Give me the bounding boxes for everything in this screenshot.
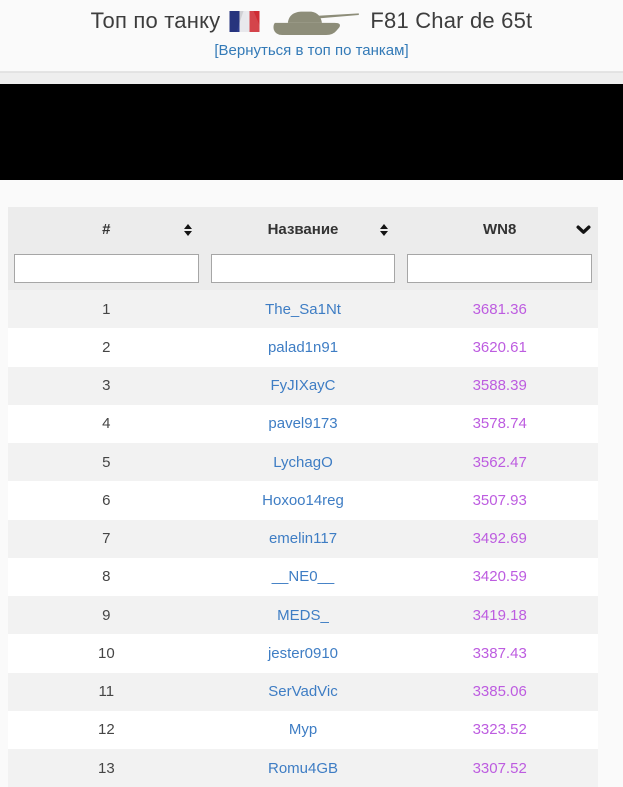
name-cell: FyJIXayC [205,377,402,394]
player-name-link[interactable]: __NE0__ [271,568,335,586]
france-flag-icon [229,10,260,32]
name-cell: MEDS_ [205,607,402,624]
wn8-cell: 3507.93 [472,491,527,509]
rank-cell: 2 [102,338,111,356]
ad-banner [0,84,623,180]
table-filter-row [8,252,598,290]
name-cell: Hoxoo14reg [205,492,402,509]
player-name-link[interactable]: LychagO [273,453,333,471]
name-cell: __NE0__ [205,568,402,585]
table-row: 1 The_Sa1Nt 3681.36 [8,290,598,329]
table-row: 12 Myp 3323.52 [8,710,598,749]
rank-cell: 10 [97,644,115,662]
name-cell: emelin117 [205,530,402,547]
rank-cell: 11 [98,683,115,701]
player-name-link[interactable]: SerVadVic [268,683,338,701]
rank-cell: 4 [102,415,111,433]
wn8-cell: 3588.39 [472,377,527,395]
rank-filter-input[interactable] [14,253,199,283]
wn8-cell: 3385.06 [472,683,527,701]
wn8-cell: 3420.59 [472,568,527,586]
table-body: 1 The_Sa1Nt 3681.36 2 palad1n91 3620.61 … [8,290,598,787]
table-row: 4 pavel9173 3578.74 [8,404,598,443]
name-cell: SerVadVic [205,683,402,700]
name-cell: Romu4GB [205,760,402,777]
sort-both-icon[interactable] [380,223,389,236]
column-header-wn8[interactable]: WN8 [401,207,598,252]
column-label: # [102,221,111,238]
wn8-cell: 3307.52 [472,759,527,777]
player-name-link[interactable]: pavel9173 [268,415,338,433]
table-row: 9 MEDS_ 3419.18 [8,596,598,635]
wn8-cell: 3620.61 [472,338,527,356]
player-name-link[interactable]: Hoxoo14reg [262,491,344,509]
name-cell: jester0910 [205,645,402,662]
table-row: 11 SerVadVic 3385.06 [8,672,598,711]
name-filter-input[interactable] [210,253,396,283]
page-header: Топ по танку F81 Char de 65t [Вернуться … [0,0,623,72]
wn8-cell: 3681.36 [472,300,527,318]
player-name-link[interactable]: Myp [288,721,318,739]
table-header-row: # Название WN8 [8,207,598,252]
table-row: 7 emelin117 3492.69 [8,519,598,558]
table-row: 2 palad1n91 3620.61 [8,328,598,367]
rank-cell: 3 [102,377,111,395]
wn8-cell: 3492.69 [472,530,527,548]
rank-cell: 6 [102,491,111,509]
column-header-rank[interactable]: # [8,207,205,252]
rank-cell: 13 [97,759,115,777]
column-label: WN8 [483,221,517,238]
player-name-link[interactable]: emelin117 [268,530,338,548]
player-name-link[interactable]: jester0910 [267,644,339,662]
wn8-cell: 3419.18 [472,606,527,624]
sort-both-icon[interactable] [183,223,192,236]
leaderboard-table: # Название WN8 1 The_Sa1Nt 3681.3 [8,207,598,787]
table-row: 10 jester0910 3387.43 [8,634,598,673]
wn8-cell: 3387.43 [472,644,527,662]
table-row: 8 __NE0__ 3420.59 [8,557,598,596]
player-name-link[interactable]: The_Sa1Nt [265,300,341,318]
table-row: 6 Hoxoo14reg 3507.93 [8,481,598,520]
player-name-link[interactable]: FyJIXayC [270,377,336,395]
wn8-cell: 3578.74 [472,415,527,433]
chevron-down-icon[interactable] [576,225,591,235]
divider-strip [0,72,623,84]
player-name-link[interactable]: MEDS_ [277,606,329,624]
name-cell: LychagO [205,454,402,471]
rank-cell: 8 [102,568,111,586]
table-row: 3 FyJIXayC 3588.39 [8,366,598,405]
spacer [0,180,623,207]
rank-cell: 1 [102,300,111,318]
wn8-filter-input[interactable] [407,253,593,283]
rank-cell: 12 [97,721,115,739]
rank-cell: 5 [102,453,111,471]
tank-name: F81 Char de 65t [370,8,533,33]
table-row: 5 LychagO 3562.47 [8,443,598,482]
name-cell: The_Sa1Nt [205,301,402,318]
page-title-prefix: Топ по танку [90,8,221,33]
table-row: 13 Romu4GB 3307.52 [8,749,598,787]
back-to-top-link[interactable]: [Вернуться в топ по танкам] [214,42,409,59]
wn8-cell: 3323.52 [472,721,527,739]
column-header-name[interactable]: Название [205,207,402,252]
tank-silhouette-icon [269,7,360,35]
player-name-link[interactable]: Romu4GB [267,759,339,777]
name-cell: pavel9173 [205,415,402,432]
column-label: Название [267,221,339,238]
page-title: Топ по танку F81 Char de 65t [0,3,623,39]
rank-cell: 9 [102,606,111,624]
wn8-cell: 3562.47 [472,453,527,471]
name-cell: palad1n91 [205,339,402,356]
rank-cell: 7 [102,530,111,548]
player-name-link[interactable]: palad1n91 [267,338,339,356]
name-cell: Myp [205,721,402,738]
